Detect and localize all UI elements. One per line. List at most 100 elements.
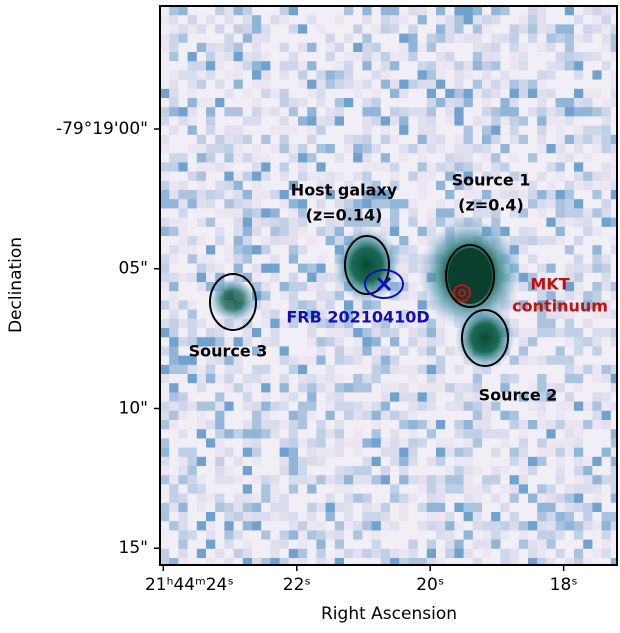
pixel — [252, 42, 262, 53]
pixel — [472, 180, 483, 191]
pixel — [270, 116, 280, 126]
pixel — [371, 134, 382, 145]
pixel — [298, 447, 308, 458]
pixel — [307, 42, 317, 53]
pixel — [279, 456, 290, 467]
pixel — [555, 291, 566, 301]
pixel — [380, 346, 391, 356]
pixel — [408, 502, 418, 513]
pixel — [500, 15, 510, 25]
pixel — [390, 410, 400, 421]
pixel — [564, 272, 575, 283]
pixel — [196, 291, 207, 301]
pixel — [261, 291, 271, 301]
pixel — [325, 337, 336, 347]
pixel — [574, 466, 584, 476]
pixel — [169, 512, 179, 522]
pixel — [482, 493, 492, 504]
pixel — [233, 272, 244, 283]
pixel — [436, 447, 446, 458]
pixel — [196, 162, 207, 172]
pixel — [491, 484, 501, 494]
pixel — [344, 79, 354, 90]
pixel — [169, 392, 179, 402]
pixel — [187, 364, 198, 375]
pixel — [160, 300, 170, 310]
pixel — [537, 263, 547, 274]
pixel — [583, 429, 593, 439]
pixel — [463, 493, 474, 504]
pixel — [509, 392, 520, 402]
pixel — [472, 548, 483, 559]
pixel — [546, 438, 556, 448]
pixel — [445, 438, 455, 448]
pixel — [224, 337, 234, 347]
pixel — [270, 420, 280, 430]
pixel — [574, 447, 584, 458]
pixel — [187, 291, 198, 301]
pixel — [215, 420, 225, 430]
pixel — [500, 134, 510, 145]
pixel — [233, 236, 244, 246]
pixel — [610, 346, 618, 356]
pixel — [417, 374, 428, 384]
pixel — [518, 116, 529, 126]
pixel — [601, 328, 612, 338]
pixel — [325, 236, 336, 246]
pixel — [233, 401, 244, 412]
pixel — [196, 24, 207, 34]
pixel — [353, 502, 363, 513]
pixel — [196, 401, 207, 412]
pixel — [160, 337, 170, 347]
pixel — [408, 70, 418, 80]
pixel — [518, 364, 529, 375]
pixel — [509, 383, 520, 393]
pixel — [362, 484, 372, 494]
pixel — [298, 226, 308, 237]
pixel — [445, 383, 455, 393]
pixel — [270, 383, 280, 393]
pixel — [325, 70, 336, 80]
pixel — [334, 153, 345, 163]
pixel — [298, 291, 308, 301]
pixel — [344, 70, 354, 80]
pixel — [252, 475, 262, 485]
pixel — [242, 447, 253, 458]
pixel — [564, 199, 575, 209]
pixel — [334, 125, 345, 136]
pixel — [610, 318, 618, 329]
pixel — [224, 548, 234, 559]
pixel — [288, 245, 299, 255]
pixel — [307, 254, 317, 264]
pixel — [482, 180, 492, 191]
pixel — [417, 98, 428, 108]
pixel — [187, 447, 198, 458]
pixel — [592, 392, 602, 402]
pixel — [482, 6, 492, 16]
pixel — [307, 282, 317, 292]
pixel — [242, 484, 253, 494]
pixel — [537, 226, 547, 237]
pixel — [279, 438, 290, 448]
pixel — [509, 548, 520, 559]
pixel — [417, 410, 428, 421]
pixel — [380, 355, 391, 366]
pixel — [399, 153, 409, 163]
pixel — [417, 328, 428, 338]
pixel — [408, 180, 418, 191]
pixel — [380, 171, 391, 182]
pixel — [288, 392, 299, 402]
pixel — [574, 392, 584, 402]
pixel — [555, 438, 566, 448]
pixel — [353, 484, 363, 494]
pixel — [242, 539, 253, 550]
pixel — [353, 300, 363, 310]
pixel — [307, 24, 317, 34]
pixel — [528, 309, 538, 320]
pixel — [445, 493, 455, 504]
pixel — [399, 98, 409, 108]
pixel — [445, 558, 455, 566]
pixel — [610, 263, 618, 274]
pixel — [261, 466, 271, 476]
pixel — [546, 337, 556, 347]
